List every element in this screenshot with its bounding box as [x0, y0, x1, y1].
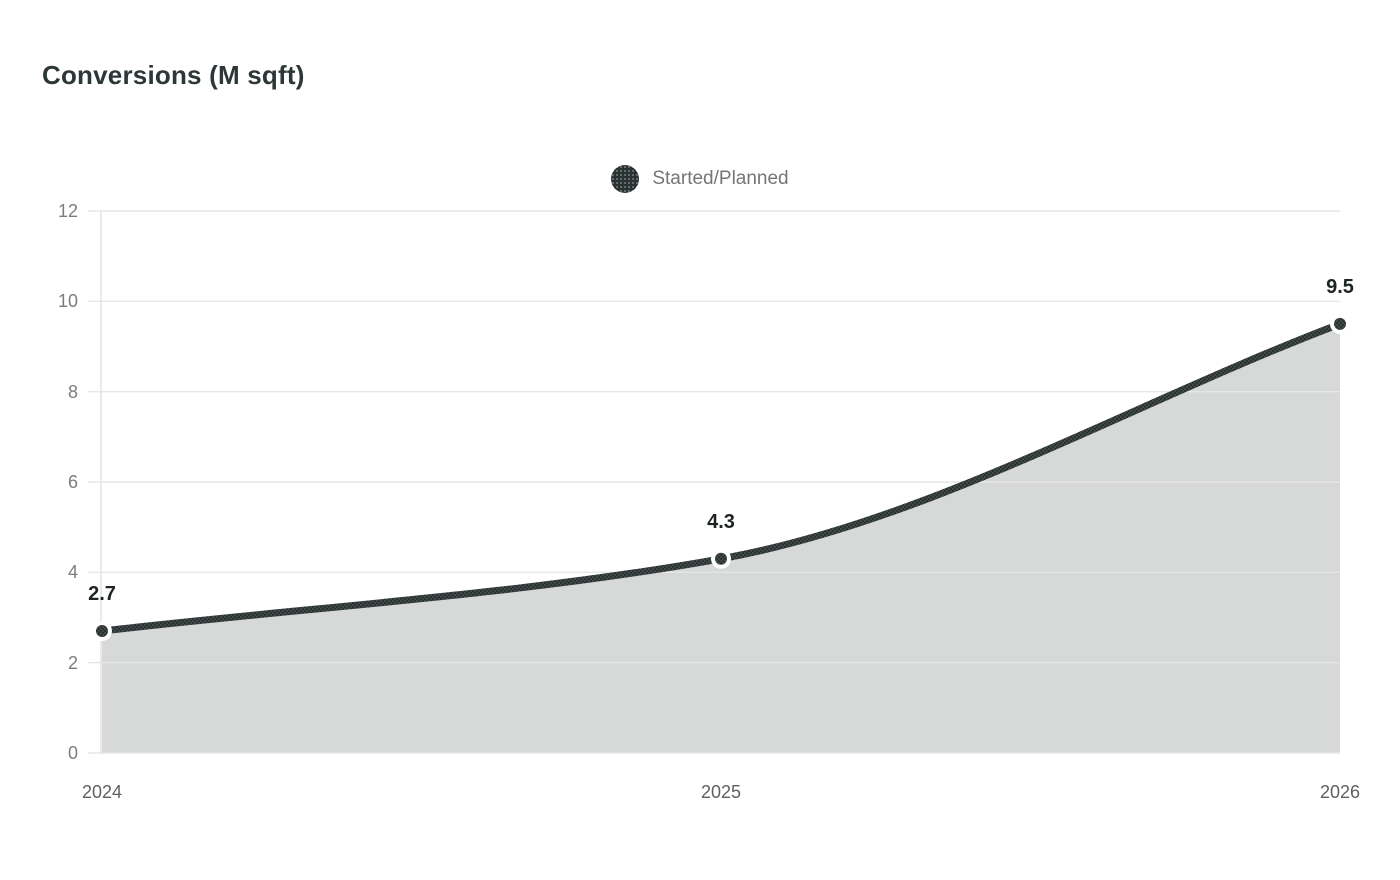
data-point-marker[interactable] — [1330, 313, 1350, 334]
data-point-marker[interactable] — [711, 548, 731, 569]
legend-label: Started/Planned — [652, 168, 789, 189]
legend-marker-icon — [611, 165, 640, 193]
chart-title: Conversions (M sqft) — [42, 60, 305, 90]
chart-legend[interactable]: Started/Planned — [0, 165, 1400, 193]
data-point-marker[interactable] — [92, 621, 112, 642]
area-fill — [102, 323, 1340, 753]
